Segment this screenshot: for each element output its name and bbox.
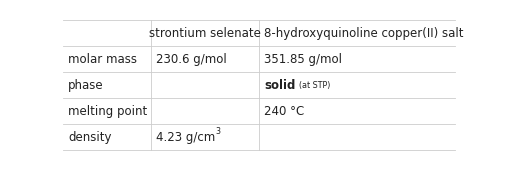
Text: melting point: melting point <box>68 105 147 118</box>
Text: strontium selenate: strontium selenate <box>149 27 261 40</box>
Text: (at STP): (at STP) <box>299 81 330 90</box>
Text: 240 °C: 240 °C <box>264 105 304 118</box>
Text: 351.85 g/mol: 351.85 g/mol <box>264 53 341 66</box>
Text: density: density <box>68 131 111 144</box>
Text: solid: solid <box>264 79 295 92</box>
Text: molar mass: molar mass <box>68 53 137 66</box>
Text: 230.6 g/mol: 230.6 g/mol <box>156 53 226 66</box>
Text: phase: phase <box>68 79 104 92</box>
Text: 3: 3 <box>215 127 220 136</box>
Text: 4.23 g/cm: 4.23 g/cm <box>156 131 215 144</box>
Text: 8-hydroxyquinoline copper(II) salt: 8-hydroxyquinoline copper(II) salt <box>264 27 463 40</box>
